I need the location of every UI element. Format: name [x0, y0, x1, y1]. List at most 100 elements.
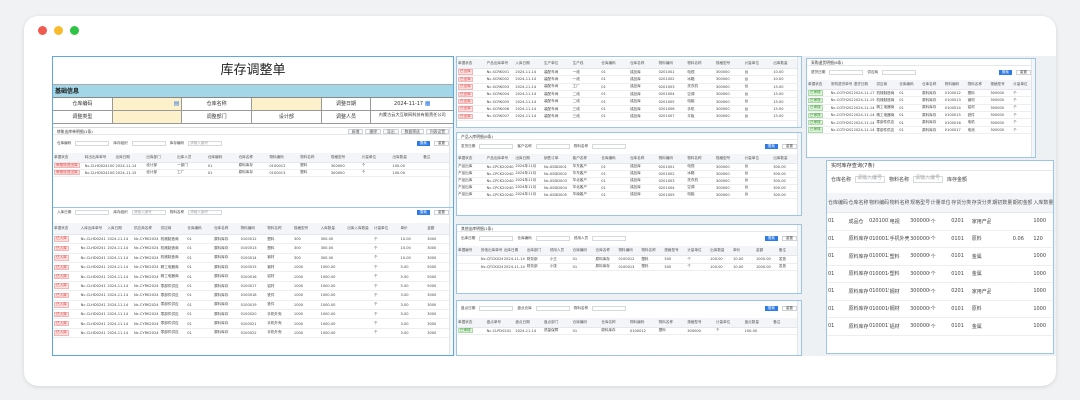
- table-row[interactable]: 产品出库Nc-CPCK20240022024年11月Nc-XSDD002华东客户…: [457, 170, 801, 178]
- table-row[interactable]: 产品出库Nc-CPCK20240052024年11月Nc-XSDD005华南客户…: [457, 191, 801, 199]
- table-row[interactable]: Nc-QTCK02422024-11-14财务部小张01原料库存0100013塑…: [457, 263, 801, 271]
- column-header[interactable]: 仓库编码: [898, 80, 921, 90]
- column-header[interactable]: 单据状态: [53, 153, 84, 163]
- filter-input[interactable]: [75, 210, 110, 215]
- adjust-dept-input[interactable]: 设计部: [252, 111, 322, 123]
- table-row[interactable]: 已入库 Nc-CLHD0241 2024-11-14 Nc-CYRK2024 零部件供应…: [53, 318, 453, 329]
- filter-input[interactable]: [592, 235, 627, 241]
- table-row[interactable]: 01成品仓0201001电视3000000个0201家用产品 1000: [827, 212, 1053, 231]
- column-header[interactable]: 规格型号: [714, 154, 744, 164]
- column-header[interactable]: 销售订单: [542, 154, 572, 164]
- column-header[interactable]: 计量单位: [372, 223, 400, 235]
- table-row[interactable]: 01原料库存0100013塑料3000000个0101金属 1000: [827, 247, 1053, 266]
- column-header[interactable]: 仓库编码: [600, 154, 629, 164]
- side-rail[interactable]: [449, 208, 453, 355]
- search-button[interactable]: 搜索: [416, 210, 430, 215]
- column-header[interactable]: 规格型号: [292, 223, 320, 235]
- table-row[interactable]: 已审核 Nc-CGTH20242024-11-14精工电器商01原料库存01000…: [807, 111, 1035, 120]
- column-header[interactable]: 采购退货单号: [829, 80, 853, 90]
- table-row[interactable]: 已审核 Nc-CGTH20242024-11-14零部件供应01原料库存01000…: [807, 118, 1035, 127]
- column-header[interactable]: 仓库名称: [628, 154, 658, 164]
- table-row[interactable]: 已审核 Nc-CGTH20242024-11-14零部件供应01原料库存01000…: [807, 126, 1035, 135]
- column-header[interactable]: 单据状态: [807, 80, 830, 90]
- table-row[interactable]: 已出库 Nc-SCRK004 2024-11-14 装配车间 二线 01 成品库 020100…: [457, 90, 801, 99]
- search-button[interactable]: 搜索: [416, 140, 430, 146]
- add-button[interactable]: 新增: [347, 128, 364, 134]
- table-row[interactable]: 已入库 Nc-CLHD0241 2024-11-14 Nc-CYRK2024 机械制造商…: [53, 243, 453, 254]
- side-rail[interactable]: [797, 133, 801, 215]
- column-header[interactable]: 物料编码: [268, 153, 300, 163]
- filter-input[interactable]: [882, 69, 917, 75]
- column-header[interactable]: 计量单位: [743, 154, 773, 164]
- table-row[interactable]: 已出库 Nc-SCRK002 2024-11-14 装配车间 一线 01 成品库 020100…: [457, 75, 801, 84]
- column-header[interactable]: 出库部门: [145, 153, 177, 163]
- table-row[interactable]: 01原料库存0100017铝材3000000个0101金属 1000: [827, 317, 1053, 336]
- column-header[interactable]: 出库日期: [114, 153, 146, 163]
- reset-button[interactable]: 重置: [433, 140, 449, 146]
- side-rail[interactable]: [797, 301, 801, 355]
- filter-input[interactable]: [479, 235, 514, 241]
- side-rail[interactable]: [797, 57, 801, 127]
- column-header[interactable]: 计量单位: [743, 59, 773, 69]
- table-row[interactable]: 审核待进出库 Nc-CLHD0241002 2024-11-15 设计部 工厂 01 原料库…: [53, 169, 453, 177]
- column-header[interactable]: 仓库编码: [186, 223, 213, 235]
- column-header[interactable]: 供应商: [875, 80, 899, 90]
- warehouse-code-input[interactable]: ▤: [112, 98, 183, 110]
- filter-button[interactable]: 数据筛选: [400, 128, 424, 134]
- column-header[interactable]: 仓库编码: [827, 193, 848, 213]
- column-header[interactable]: 转出出库单号: [83, 153, 115, 163]
- column-header[interactable]: 物料名称: [640, 246, 664, 256]
- table-row[interactable]: 已入库 Nc-CLHD0241 2024-11-14 Nc-CYRK2024 精工电器商…: [53, 262, 453, 273]
- column-header[interactable]: 金额: [754, 246, 778, 256]
- reset-button[interactable]: 重置: [781, 143, 797, 149]
- column-header[interactable]: 物料名称: [966, 80, 990, 90]
- table-row[interactable]: 已入库 Nc-CLHD0241 2024-11-14 Nc-CYRK2024 零部件供应…: [53, 290, 453, 301]
- column-header[interactable]: 入库出库单号: [79, 223, 107, 235]
- column-header[interactable]: 单据状态: [53, 223, 80, 235]
- table-row[interactable]: Nc-QTCK02412024-11-14财务部小王01原料库存0100012塑…: [457, 255, 801, 264]
- column-header[interactable]: 计量单位: [929, 193, 951, 213]
- column-header[interactable]: 供应商名称: [132, 223, 160, 235]
- filter-input[interactable]: 请输入编号: [913, 175, 944, 183]
- column-header[interactable]: 物料编码: [239, 223, 267, 235]
- column-header[interactable]: 存货分类名称: [970, 193, 992, 213]
- column-header[interactable]: 备注: [422, 153, 453, 163]
- table-row[interactable]: 已出库 Nc-SCRK005 2024-11-14 装配车间 二线 01 成品库 020100…: [457, 97, 801, 106]
- minimize-dot[interactable]: [54, 26, 63, 35]
- filter-input[interactable]: [75, 140, 110, 146]
- table-row[interactable]: 产品出库Nc-CPCK20240042024年11月Nc-XSDD004华北客户…: [457, 184, 801, 192]
- filter-input[interactable]: 请输入编号: [188, 140, 223, 146]
- column-header[interactable]: 单据状态: [457, 154, 486, 164]
- table-row[interactable]: 01原料库存0100016钢材3000000个0101原料 1000: [827, 300, 1053, 318]
- table-row[interactable]: 已入库 Nc-CLHD0241 2024-11-14 Nc-CYRK2024 零部件供应…: [53, 281, 453, 292]
- column-header[interactable]: 出库数量: [391, 153, 423, 163]
- table-row[interactable]: 已审核 Nc-CGTH20242024-11-14精工电器商01原料库存01000…: [807, 104, 1035, 113]
- table-row[interactable]: 已出库 Nc-SCRK007 2024-11-14 装配车间 三线 01 成品库 020100…: [457, 112, 801, 121]
- column-header[interactable]: 入库日期: [106, 223, 133, 235]
- list-settings-button[interactable]: 列表设置: [425, 128, 449, 134]
- side-rail[interactable]: [449, 128, 453, 219]
- column-header[interactable]: 物料名称: [657, 318, 687, 328]
- calendar-icon[interactable]: ▦: [424, 100, 431, 107]
- column-header[interactable]: 盘点日期: [514, 318, 543, 328]
- column-header[interactable]: 退货日期: [852, 80, 876, 90]
- table-row[interactable]: 已出库 Nc-SCRK003 2024-11-14 装配车间 工厂 01 成品库 020100…: [457, 83, 801, 92]
- column-header[interactable]: 备注: [772, 318, 801, 328]
- column-header[interactable]: 出库人员: [176, 153, 207, 163]
- column-header[interactable]: 仓库名称: [237, 153, 269, 163]
- column-header[interactable]: 仓库名称: [594, 246, 618, 256]
- column-header[interactable]: 规格型号: [909, 193, 930, 213]
- column-header[interactable]: 仓库名称: [628, 59, 658, 69]
- column-header[interactable]: 物料名称: [266, 223, 293, 235]
- column-header[interactable]: 仓库名称: [847, 193, 869, 213]
- column-header[interactable]: 物料编码: [943, 80, 967, 90]
- table-row[interactable]: 已入库 Nc-CLHD0241 2024-11-14 Nc-CYRK2024 零部件供应…: [53, 309, 453, 320]
- column-header[interactable]: 入库数量: [1032, 193, 1053, 213]
- table-row[interactable]: 已出库 Nc-SCRK006 2024-11-14 装配车间 三线 01 成品库 020100…: [457, 105, 801, 114]
- maximize-dot[interactable]: [70, 26, 79, 35]
- reset-button[interactable]: 重置: [1015, 69, 1031, 75]
- search-button[interactable]: 搜索: [764, 143, 778, 149]
- close-dot[interactable]: [38, 26, 47, 35]
- column-header[interactable]: 仓库编码: [571, 318, 601, 328]
- column-header[interactable]: 备注: [777, 246, 801, 256]
